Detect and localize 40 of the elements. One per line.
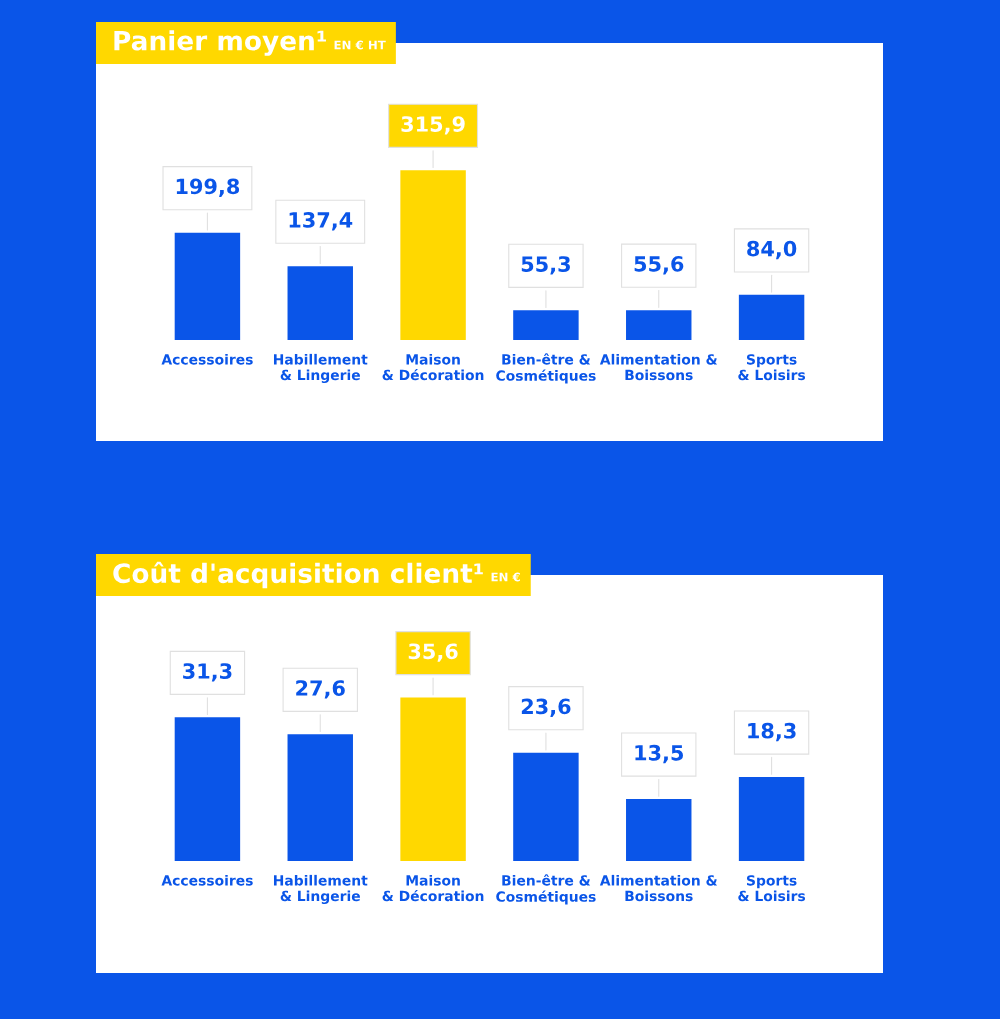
bar (400, 170, 466, 340)
data-label: 13,5 (635, 744, 683, 764)
x-tick-label: Accessoires (161, 353, 253, 365)
x-tick-label: Habillement & Lingerie (274, 874, 368, 904)
x-tick-label: Bien-être & Cosmétiques (496, 874, 596, 905)
data-label: 31,3 (183, 663, 232, 682)
x-tick-label: Alimentation & Boissons (599, 353, 718, 381)
data-label: 35,6 (408, 643, 458, 662)
bar (738, 294, 805, 340)
x-tick-label: Bien-être & Cosmétiques (496, 353, 596, 384)
bar (287, 734, 353, 861)
bar (174, 232, 241, 340)
bar (287, 266, 353, 340)
x-tick-label: Maison & Décoration (382, 874, 484, 902)
x-tick-label: Maison & Décoration (382, 353, 484, 381)
data-label: 84,0 (747, 240, 797, 260)
bar (626, 799, 692, 861)
bar (626, 310, 692, 340)
chart-title: Panier moyen¹ (114, 30, 326, 56)
x-tick-label: Alimentation & Boissons (599, 874, 718, 902)
chart-subtitle: EN € HT (334, 40, 386, 50)
bar (738, 776, 805, 861)
data-label: 55,6 (634, 255, 684, 275)
data-label: 55,3 (521, 256, 570, 275)
data-label: 315,9 (401, 116, 465, 135)
x-tick-label: Sports & Loisirs (738, 354, 806, 381)
data-label: 27,6 (296, 680, 345, 699)
bar (513, 752, 579, 861)
chart-subtitle: EN € (491, 572, 520, 582)
bar (513, 310, 579, 340)
x-tick-label: Sports & Loisirs (738, 875, 806, 902)
bar (400, 697, 466, 861)
chart-title: Coût d'acquisition client¹ (113, 561, 483, 589)
x-tick-label: Accessoires (161, 874, 253, 886)
data-label: 199,8 (176, 178, 240, 197)
data-label: 18,3 (748, 722, 796, 742)
bar (174, 717, 241, 861)
data-label: 137,4 (289, 212, 353, 231)
x-tick-label: Habillement & Lingerie (274, 353, 368, 383)
data-label: 23,6 (521, 698, 571, 717)
